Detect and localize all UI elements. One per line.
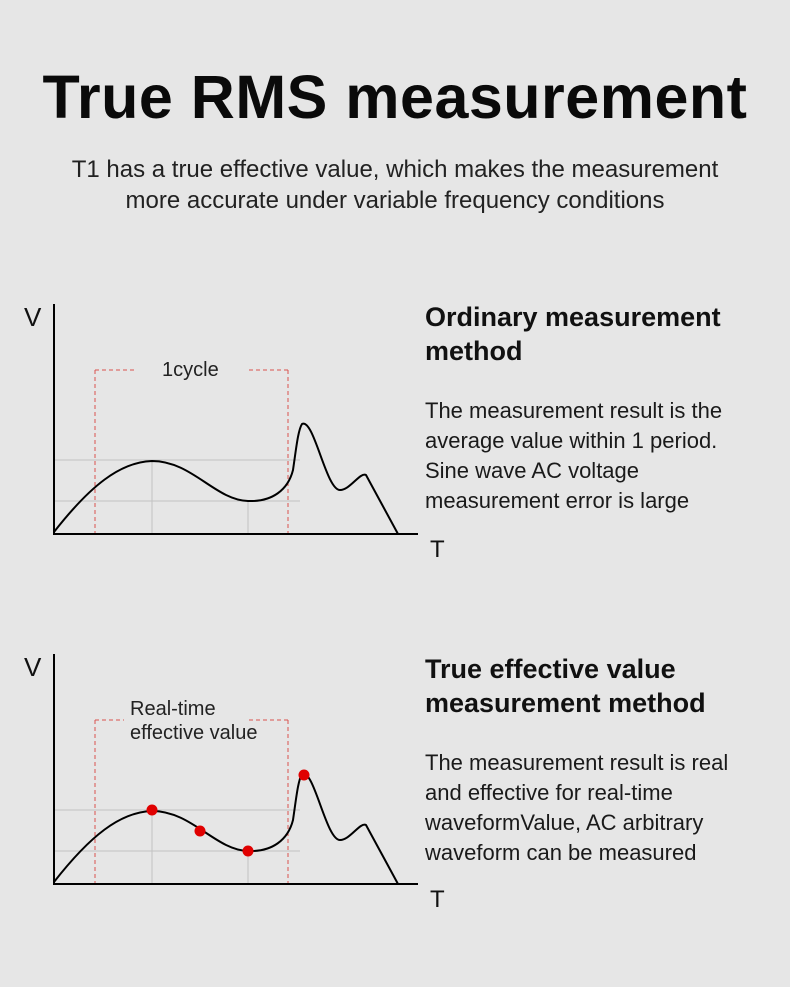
- sample-marker-2: [194, 825, 206, 837]
- sample-markers: [146, 769, 310, 857]
- page-title: True RMS measurement: [42, 63, 748, 131]
- voltage-waveform: [53, 772, 399, 885]
- sample-marker-3: [242, 845, 254, 857]
- body-line-2: average value within 1 period.: [425, 428, 718, 453]
- subtitle-line-2: more accurate under variable frequency c…: [125, 187, 665, 214]
- true-effective-value-panel: V T Real-time effective value True effec…: [0, 640, 790, 930]
- subtitle-line-1: T1 has a true effective value, which mak…: [71, 156, 719, 183]
- voltage-waveform: [53, 422, 399, 535]
- x-axis-label: T: [430, 886, 445, 913]
- ordinary-description: Ordinary measurement method The measurem…: [425, 300, 785, 516]
- body-line-4: waveform can be measured: [425, 840, 697, 865]
- true-rms-description: True effective value measurement method …: [425, 652, 785, 868]
- y-axis-label: V: [24, 652, 42, 682]
- effective-value-label-line-2: effective value: [130, 722, 258, 744]
- section-heading: Ordinary measurement method: [425, 300, 785, 368]
- section-body: The measurement result is real and effec…: [425, 748, 785, 868]
- heading-line-1: Ordinary measurement: [425, 302, 721, 332]
- body-line-3: waveformValue, AC arbitrary: [425, 810, 704, 835]
- page-subtitle: T1 has a true effective value, which mak…: [30, 154, 760, 216]
- section-body: The measurement result is the average va…: [425, 396, 785, 516]
- cycle-bracket: [94, 369, 289, 534]
- heading-line-1: True effective value: [425, 654, 676, 684]
- sample-marker-1: [146, 804, 158, 816]
- cycle-label-line-1: 1cycle: [162, 359, 219, 381]
- measurement-bracket: [94, 719, 289, 884]
- y-axis-label: V: [24, 302, 42, 332]
- body-line-4: measurement error is large: [425, 488, 690, 513]
- ordinary-measurement-panel: V T 1cycle Ordinary measurement method T…: [0, 290, 790, 580]
- x-axis-label: T: [430, 536, 445, 563]
- effective-value-label: Real-time effective value: [130, 697, 258, 745]
- body-line-2: and effective for real-time: [425, 780, 673, 805]
- axes: [53, 304, 418, 535]
- heading-line-2: measurement method: [425, 688, 706, 718]
- body-line-3: Sine wave AC voltage: [425, 458, 640, 483]
- cycle-label: 1cycle: [162, 358, 219, 382]
- true-rms-waveform-diagram: [53, 654, 418, 885]
- effective-value-label-line-1: Real-time: [130, 698, 216, 720]
- axes: [53, 654, 418, 885]
- body-line-1: The measurement result is real: [425, 750, 729, 775]
- heading-line-2: method: [425, 336, 523, 366]
- sample-marker-4: [298, 769, 310, 781]
- body-line-1: The measurement result is the: [425, 398, 723, 423]
- grid-lines: [54, 459, 300, 534]
- section-heading: True effective value measurement method: [425, 652, 785, 720]
- ordinary-waveform-diagram: [53, 304, 418, 535]
- grid-lines: [54, 809, 300, 884]
